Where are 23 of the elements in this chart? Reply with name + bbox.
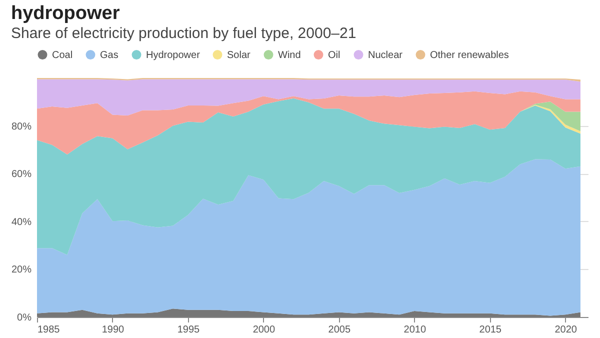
chart-subtitle: Share of electricity production by fuel type, 2000–21 — [10, 25, 356, 42]
chart-title: hydropower — [10, 3, 120, 24]
x-tick-label: 2000 — [252, 324, 276, 336]
y-tick-label: 20% — [11, 264, 32, 276]
x-tick-label: 2015 — [479, 324, 502, 336]
legend-label: Wind — [278, 50, 301, 61]
x-tick-label: 1995 — [177, 324, 200, 336]
y-tick-label: 60% — [11, 169, 32, 180]
legend-label: Gas — [100, 50, 118, 61]
y-tick-label: 40% — [11, 216, 32, 228]
legend-label: Oil — [328, 50, 340, 61]
x-tick-label: 2020 — [554, 324, 578, 336]
x-tick-label: 2005 — [328, 324, 351, 336]
x-tick-label: 2010 — [404, 324, 426, 336]
legend-label: Nuclear — [368, 50, 404, 61]
y-tick-label: 80% — [11, 121, 32, 132]
x-tick-label: 1990 — [102, 324, 125, 336]
legend-label: Other renewables — [430, 50, 509, 61]
y-tick-label: 0% — [17, 312, 32, 324]
legend-label: Hydropower — [146, 50, 201, 61]
legend-label: Coal — [52, 50, 73, 61]
legend-label: Solar — [227, 50, 252, 61]
x-tick-label: 1985 — [38, 324, 60, 336]
